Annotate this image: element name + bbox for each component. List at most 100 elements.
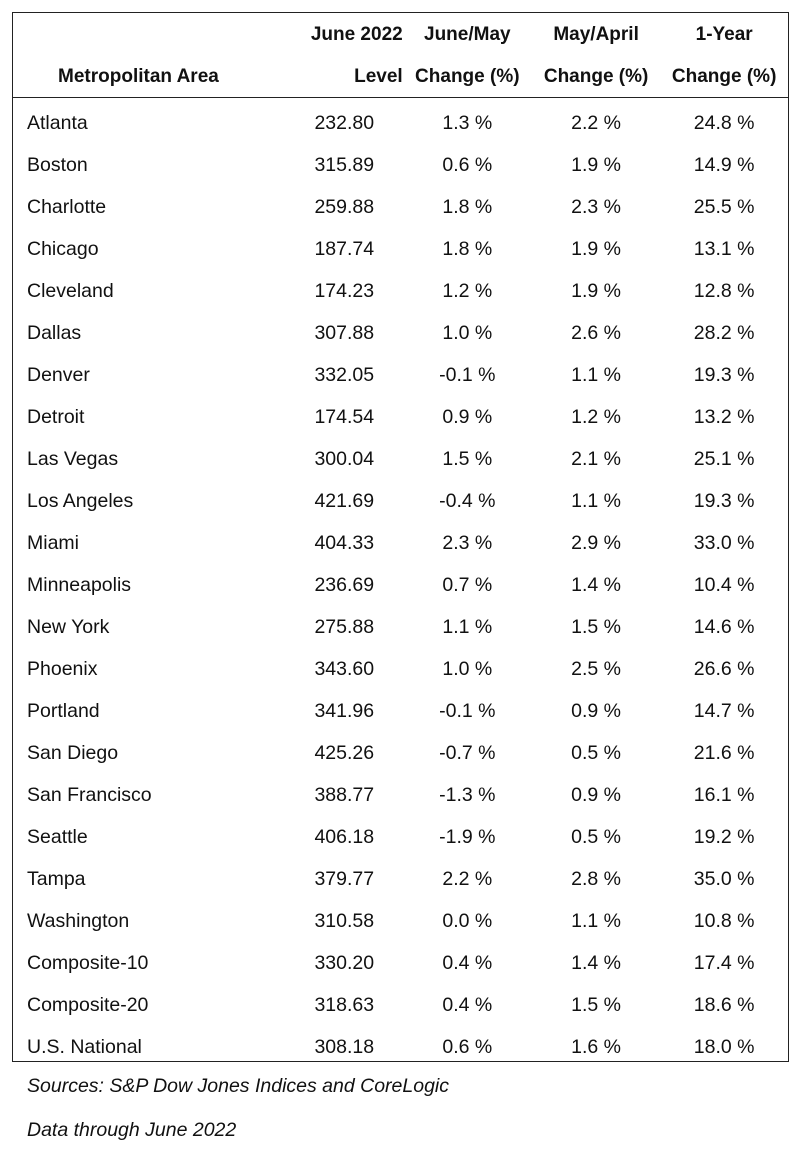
value-cell: 307.88 — [314, 321, 375, 344]
table-row: Boston 315.89 0.6 % 1.9 % 14.9 % — [13, 144, 788, 186]
value-cell: 1.6 % — [571, 1035, 622, 1058]
value-cell: 0.0 % — [442, 909, 493, 932]
value-cell: 1.5 % — [442, 447, 493, 470]
value-cell: 1.5 % — [571, 993, 622, 1016]
value-cell: 0.9 % — [571, 783, 622, 806]
value-cell: 232.80 — [314, 111, 375, 134]
value-cell: 0.6 % — [442, 1035, 493, 1058]
value-cell: 14.6 % — [693, 615, 755, 638]
metro-area-cell: Cleveland — [27, 279, 114, 302]
metro-area-cell: Miami — [27, 531, 79, 554]
value-cell: 2.8 % — [571, 867, 622, 890]
metro-area-cell: Tampa — [27, 867, 86, 890]
value-cell: 0.6 % — [442, 153, 493, 176]
value-cell: 28.2 % — [693, 321, 755, 344]
value-cell: 1.2 % — [571, 405, 622, 428]
value-cell: 1.4 % — [571, 951, 622, 974]
header-cell: 1-Year — [695, 24, 753, 45]
metro-area-cell: Portland — [27, 699, 100, 722]
metro-area-cell: Seattle — [27, 825, 88, 848]
header-cell: Metropolitan Area — [58, 66, 219, 87]
value-cell: 26.6 % — [693, 657, 755, 680]
metro-area-cell: Las Vegas — [27, 447, 119, 470]
table-row: Seattle 406.18 -1.9 % 0.5 % 19.2 % — [13, 816, 788, 858]
value-cell: 332.05 — [314, 363, 375, 386]
value-cell: 310.58 — [314, 909, 375, 932]
value-cell: 275.88 — [314, 615, 375, 638]
value-cell: 25.1 % — [693, 447, 755, 470]
header-cell: Level — [354, 66, 403, 87]
value-cell: 1.1 % — [571, 909, 622, 932]
table-row: San Francisco 388.77 -1.3 % 0.9 % 16.1 % — [13, 774, 788, 816]
metro-area-cell: Boston — [27, 153, 88, 176]
header-cell: May/April — [553, 24, 639, 45]
metro-area-cell: Composite-10 — [27, 951, 149, 974]
metro-area-cell: Detroit — [27, 405, 85, 428]
value-cell: -0.7 % — [439, 741, 496, 764]
value-cell: 19.2 % — [693, 825, 755, 848]
table-row: Denver 332.05 -0.1 % 1.1 % 19.3 % — [13, 354, 788, 396]
value-cell: 1.1 % — [571, 363, 622, 386]
value-cell: 0.4 % — [442, 951, 493, 974]
home-price-table: June 2022 June/May May/April 1-Year Metr… — [13, 13, 788, 1068]
value-cell: 1.1 % — [571, 489, 622, 512]
metro-area-cell: San Diego — [27, 741, 119, 764]
value-cell: 2.6 % — [571, 321, 622, 344]
table-row: Phoenix 343.60 1.0 % 2.5 % 26.6 % — [13, 648, 788, 690]
value-cell: 1.9 % — [571, 279, 622, 302]
value-cell: 0.7 % — [442, 573, 493, 596]
table-row: San Diego 425.26 -0.7 % 0.5 % 21.6 % — [13, 732, 788, 774]
value-cell: 0.9 % — [571, 699, 622, 722]
value-cell: 341.96 — [314, 699, 375, 722]
value-cell: 16.1 % — [693, 783, 755, 806]
value-cell: 18.6 % — [693, 993, 755, 1016]
value-cell: 1.9 % — [571, 153, 622, 176]
table-body: Atlanta 232.80 1.3 % 2.2 % 24.8 % Boston 315.8… — [13, 98, 788, 1069]
metro-area-cell: Charlotte — [27, 195, 107, 218]
value-cell: 421.69 — [314, 489, 375, 512]
value-cell: 21.6 % — [693, 741, 755, 764]
table-row: Los Angeles 421.69 -0.4 % 1.1 % 19.3 % — [13, 480, 788, 522]
metro-area-cell: Phoenix — [27, 657, 98, 680]
sources-note: Sources: S&P Dow Jones Indices and CoreL… — [27, 1075, 450, 1097]
header-cell: June 2022 — [310, 24, 403, 45]
value-cell: 14.7 % — [693, 699, 755, 722]
table-row: Miami 404.33 2.3 % 2.9 % 33.0 % — [13, 522, 788, 564]
value-cell: 1.0 % — [442, 657, 493, 680]
table-row: Chicago 187.74 1.8 % 1.9 % 13.1 % — [13, 228, 788, 270]
header-cell — [13, 13, 246, 57]
metro-area-cell: Denver — [27, 363, 90, 386]
header-row-top: June 2022 June/May May/April 1-Year — [13, 13, 788, 57]
data-table-frame: June 2022 June/May May/April 1-Year Metr… — [12, 12, 789, 1062]
value-cell: 0.5 % — [571, 741, 622, 764]
value-cell: 0.4 % — [442, 993, 493, 1016]
value-cell: 425.26 — [314, 741, 375, 764]
table-row: Washington 310.58 0.0 % 1.1 % 10.8 % — [13, 900, 788, 942]
table-row: Portland 341.96 -0.1 % 0.9 % 14.7 % — [13, 690, 788, 732]
metro-area-cell: Minneapolis — [27, 573, 132, 596]
header-row-bottom: Metropolitan Area Level Change (%) Chang… — [13, 57, 788, 98]
data-through-note: Data through June 2022 — [27, 1119, 237, 1141]
table-row: Composite-20 318.63 0.4 % 1.5 % 18.6 % — [13, 984, 788, 1026]
value-cell: 0.5 % — [571, 825, 622, 848]
metro-area-cell: Atlanta — [27, 111, 88, 134]
value-cell: 33.0 % — [693, 531, 755, 554]
value-cell: 330.20 — [314, 951, 375, 974]
value-cell: 1.8 % — [442, 237, 493, 260]
metro-area-cell: Composite-20 — [27, 993, 149, 1016]
value-cell: 24.8 % — [693, 111, 755, 134]
value-cell: -0.4 % — [439, 489, 496, 512]
metro-area-cell: Chicago — [27, 237, 99, 260]
table-header: June 2022 June/May May/April 1-Year Metr… — [13, 13, 788, 98]
value-cell: 2.3 % — [442, 531, 493, 554]
metro-area-cell: Los Angeles — [27, 489, 134, 512]
value-cell: 1.1 % — [442, 615, 493, 638]
value-cell: -0.1 % — [439, 699, 496, 722]
value-cell: 2.5 % — [571, 657, 622, 680]
value-cell: 35.0 % — [693, 867, 755, 890]
value-cell: 318.63 — [314, 993, 375, 1016]
header-cell: Change (%) — [415, 66, 520, 87]
value-cell: 25.5 % — [693, 195, 755, 218]
value-cell: 2.2 % — [571, 111, 622, 134]
value-cell: 1.5 % — [571, 615, 622, 638]
